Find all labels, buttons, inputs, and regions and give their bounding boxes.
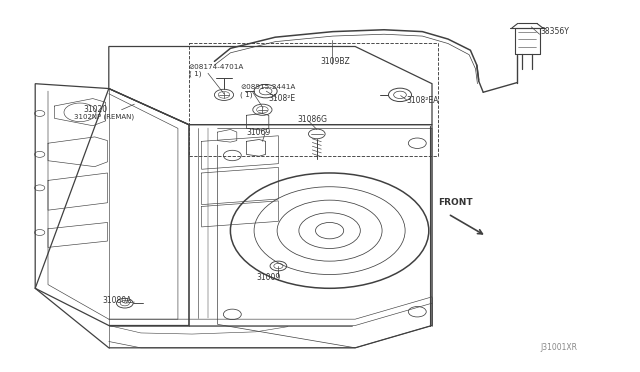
Text: 31020: 31020 (83, 105, 108, 114)
Text: 3109BZ: 3109BZ (320, 57, 349, 66)
Text: 3102NP (REMAN): 3102NP (REMAN) (74, 114, 134, 121)
Text: ⊘08915-2441A
( 1): ⊘08915-2441A ( 1) (240, 84, 296, 98)
Text: 31009: 31009 (257, 273, 281, 282)
Text: 38356Y: 38356Y (541, 27, 570, 36)
Text: 31069: 31069 (246, 128, 271, 137)
Text: 31086G: 31086G (298, 115, 328, 124)
Text: FRONT: FRONT (438, 198, 473, 207)
Text: 3108²EA: 3108²EA (406, 96, 439, 105)
Text: 31080A: 31080A (102, 296, 132, 305)
Text: 3108²E: 3108²E (269, 94, 296, 103)
Text: ⊘08174-4701A
( 1): ⊘08174-4701A ( 1) (189, 64, 244, 77)
Text: J31001XR: J31001XR (541, 343, 578, 352)
